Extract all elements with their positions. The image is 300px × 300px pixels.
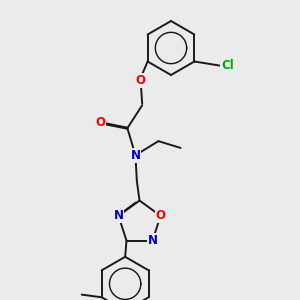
- Text: Cl: Cl: [221, 59, 234, 72]
- Text: N: N: [130, 149, 140, 162]
- Text: O: O: [156, 209, 166, 222]
- Text: O: O: [95, 116, 105, 129]
- Text: O: O: [136, 74, 146, 87]
- Text: N: N: [148, 234, 158, 247]
- Text: N: N: [113, 209, 124, 222]
